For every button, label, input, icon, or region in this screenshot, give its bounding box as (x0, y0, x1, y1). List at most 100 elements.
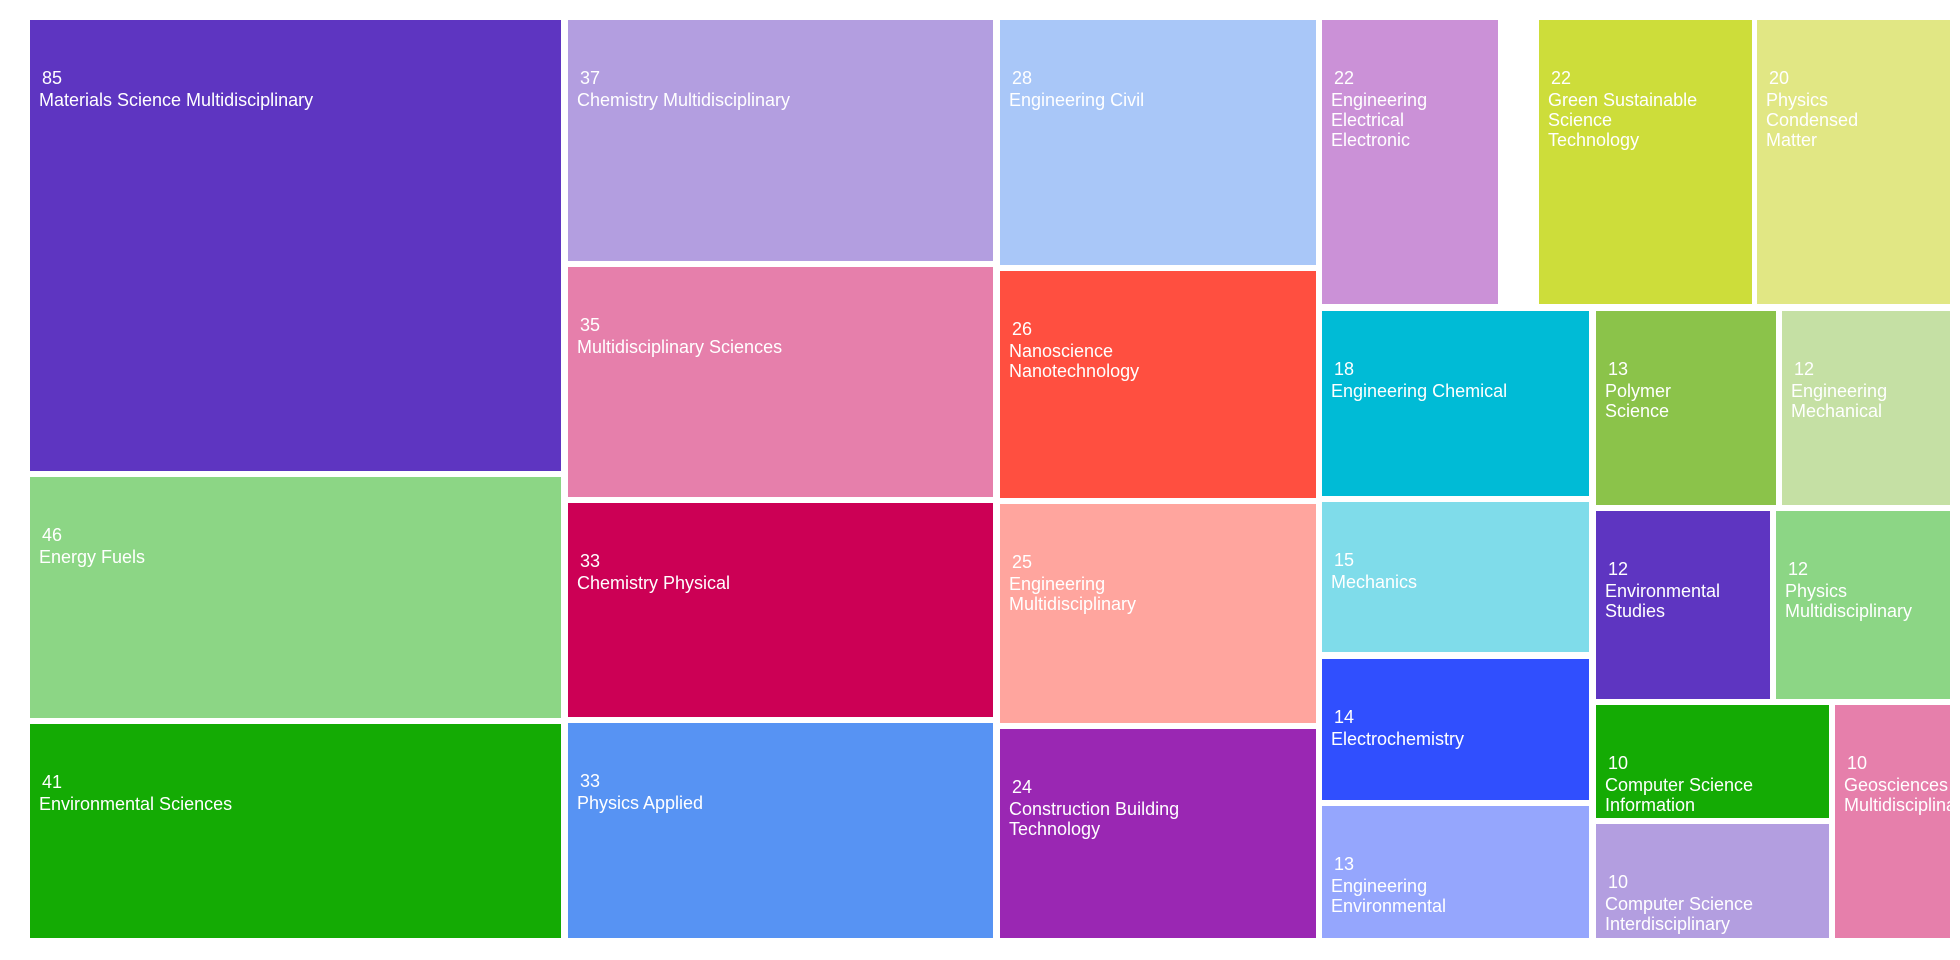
treemap-rect[interactable] (568, 503, 993, 717)
treemap-rect[interactable] (568, 723, 993, 938)
treemap-name-label: Science (1548, 110, 1612, 130)
treemap-name-label: Environmental (1331, 896, 1446, 916)
treemap-name-label: Chemistry Physical (577, 573, 730, 593)
treemap-name-label: Engineering Civil (1009, 90, 1144, 110)
treemap-rect[interactable] (30, 724, 561, 938)
treemap-name-label: Chemistry Multidisciplinary (577, 90, 790, 110)
treemap-rect[interactable] (1782, 311, 1950, 505)
treemap-rect[interactable] (1596, 311, 1776, 505)
treemap-name-label: Physics (1785, 581, 1847, 601)
treemap-value-label: 33 (580, 551, 600, 571)
treemap-name-label: Multidisciplinary (1844, 795, 1960, 815)
treemap-name-label: Engineering (1009, 574, 1105, 594)
treemap-name-label: Geosciences (1844, 775, 1948, 795)
treemap-name-label: Environmental Sciences (39, 794, 232, 814)
treemap-name-label: Electronic (1331, 130, 1410, 150)
treemap-name-label: Energy Fuels (39, 547, 145, 567)
treemap-value-label: 35 (580, 315, 600, 335)
treemap-rect[interactable] (1776, 511, 1950, 699)
treemap-value-label: 28 (1012, 68, 1032, 88)
treemap-name-label: Computer Science (1605, 775, 1753, 795)
treemap-rect[interactable] (30, 477, 561, 718)
treemap-rect[interactable] (30, 20, 561, 471)
treemap-name-label: Nanoscience (1009, 341, 1113, 361)
treemap-value-label: 10 (1847, 753, 1867, 773)
treemap-rect[interactable] (1000, 504, 1316, 723)
treemap-value-label: 13 (1608, 359, 1628, 379)
treemap-name-label: Studies (1605, 601, 1665, 621)
treemap-name-label: Technology (1548, 130, 1639, 150)
treemap-value-label: 12 (1788, 559, 1808, 579)
treemap-name-label: Construction Building (1009, 799, 1179, 819)
treemap-rect[interactable] (568, 20, 993, 261)
treemap-name-label: Condensed (1766, 110, 1858, 130)
treemap-rect[interactable] (1596, 511, 1770, 699)
treemap-name-label: Nanotechnology (1009, 361, 1139, 381)
treemap-name-label: Multidisciplinary Sciences (577, 337, 782, 357)
treemap-name-label: Physics (1766, 90, 1828, 110)
treemap-value-label: 33 (580, 771, 600, 791)
treemap-name-label: Electrical (1331, 110, 1404, 130)
treemap-value-label: 41 (42, 772, 62, 792)
treemap-value-label: 46 (42, 525, 62, 545)
treemap-value-label: 85 (42, 68, 62, 88)
treemap-rect[interactable] (568, 267, 993, 497)
treemap-rect[interactable] (1322, 20, 1498, 304)
treemap-rect[interactable] (1322, 311, 1589, 496)
treemap-name-label: Mechanics (1331, 572, 1417, 592)
treemap-rect[interactable] (1322, 502, 1589, 652)
treemap-rect[interactable] (1322, 659, 1589, 800)
treemap-name-label: Engineering (1331, 876, 1427, 896)
treemap-value-label: 24 (1012, 777, 1032, 797)
treemap-value-label: 15 (1334, 550, 1354, 570)
treemap-name-label: Computer Science (1605, 894, 1753, 914)
treemap-name-label: Science (1605, 401, 1669, 421)
treemap-name-label: Multidisciplinary (1009, 594, 1136, 614)
treemap-rect[interactable] (1000, 271, 1316, 498)
treemap-name-label: Environmental (1605, 581, 1720, 601)
treemap-rect[interactable] (1757, 20, 1950, 304)
treemap-rect[interactable] (1835, 705, 1950, 938)
treemap-rect[interactable] (1000, 20, 1316, 265)
treemap-value-label: 18 (1334, 359, 1354, 379)
treemap-name-label: Mechanical (1791, 401, 1882, 421)
treemap-value-label: 10 (1608, 872, 1628, 892)
treemap-name-label: Engineering (1791, 381, 1887, 401)
treemap-rect[interactable] (1322, 806, 1589, 938)
treemap-value-label: 10 (1608, 753, 1628, 773)
treemap-rect[interactable] (1539, 20, 1752, 304)
treemap-rect[interactable] (1596, 705, 1829, 818)
treemap-rect[interactable] (1000, 729, 1316, 938)
treemap-value-label: 12 (1608, 559, 1628, 579)
treemap-name-label: Engineering (1331, 90, 1427, 110)
treemap-value-label: 14 (1334, 707, 1354, 727)
treemap-rect[interactable] (1596, 824, 1829, 938)
treemap-name-label: Matter (1766, 130, 1817, 150)
